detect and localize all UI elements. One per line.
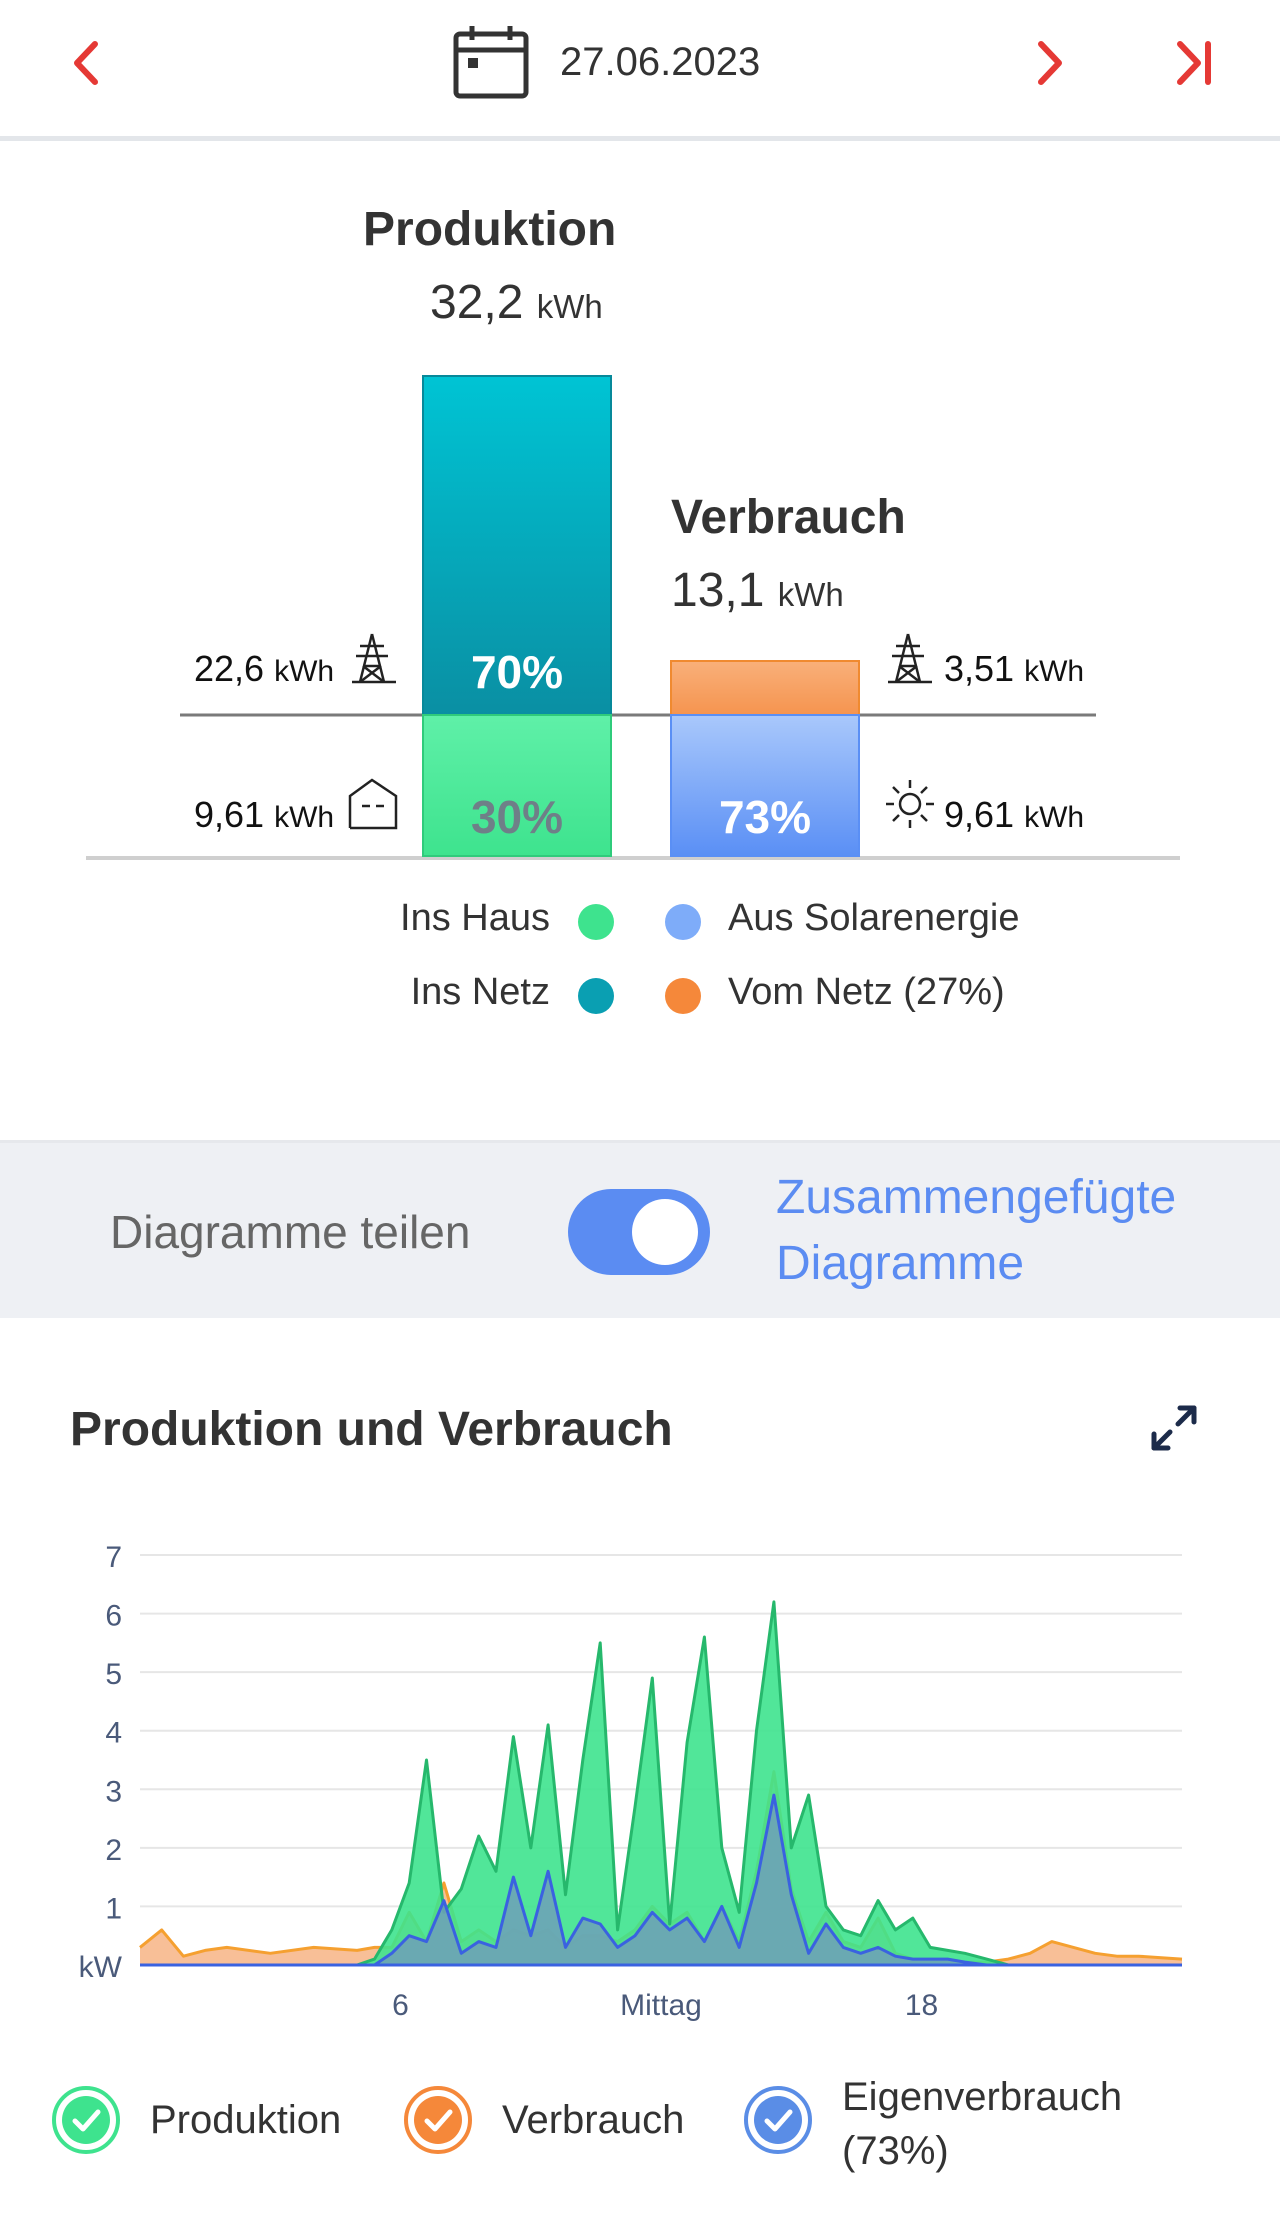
- production-to-house-bar: [422, 714, 612, 857]
- energy-balance-graphic: [86, 375, 1180, 860]
- legend-dot-solar: [665, 904, 701, 940]
- chevron-right-icon: [1038, 41, 1062, 85]
- merged-charts-label[interactable]: Zusammengefügte Diagramme: [776, 1165, 1176, 1297]
- from-solar-label: 9,61 kWh: [944, 794, 1084, 836]
- legend-solar: Aus Solarenergie: [728, 897, 1020, 939]
- date-navigation-bar: 27.06.2023: [0, 0, 1280, 141]
- to-grid-value: 22,6: [194, 648, 265, 689]
- production-to-grid-bar: [422, 375, 612, 716]
- legend-ins-netz: Ins Netz: [410, 971, 550, 1013]
- consumption-solar-percent: 73%: [718, 791, 812, 843]
- consumption-from-grid-bar: [670, 660, 860, 716]
- skip-to-end-icon: [1177, 41, 1211, 85]
- production-grid-percent: 70%: [470, 646, 564, 698]
- consumption-unit: kWh: [777, 576, 844, 613]
- check-icon: [744, 2086, 812, 2154]
- consumption-title: Verbrauch: [671, 491, 906, 544]
- from-solar-value: 9,61: [944, 794, 1015, 835]
- y-tick-label: 5: [105, 1658, 122, 1691]
- chart-axis-labels: 1 2 3 4 5 6 7 kW 6 Mittag 18: [79, 1541, 939, 2022]
- date-picker[interactable]: 27.06.2023: [452, 22, 760, 102]
- series-line-produktion: [140, 1600, 1182, 1967]
- production-unit: kWh: [536, 288, 603, 325]
- toggle-knob: [632, 1199, 698, 1265]
- from-grid-value: 3,51: [944, 648, 1015, 689]
- to-grid-unit: kWh: [274, 655, 335, 688]
- from-grid-label: 3,51 kWh: [944, 648, 1084, 690]
- production-consumption-chart: 1 2 3 4 5 6 7 kW 6 Mittag 18: [79, 1541, 1183, 2022]
- from-solar-unit: kWh: [1024, 801, 1085, 834]
- consumption-total: 13,1 kWh: [671, 563, 844, 618]
- legend-label-eigenverbrauch-line2: (73%): [842, 2129, 949, 2173]
- legend-label-produktion: Produktion: [150, 2098, 342, 2142]
- production-value: 32,2: [430, 276, 524, 329]
- merged-charts-label-line1: Zusammengefügte: [776, 1171, 1177, 1224]
- sun-icon: [886, 780, 934, 828]
- check-icon: [52, 2086, 120, 2154]
- chart-mode-toggle[interactable]: [568, 1189, 710, 1275]
- legend-dot-ins-netz: [578, 978, 614, 1014]
- production-total: 32,2 kWh: [430, 275, 603, 330]
- merged-charts-label-line2: Diagramme: [776, 1237, 1025, 1290]
- production-house-percent: 30%: [470, 791, 564, 843]
- legend-toggle-eigenverbrauch[interactable]: Eigenverbrauch (73%): [742, 2075, 1162, 2173]
- production-title: Produktion: [363, 203, 617, 256]
- expand-chart-button[interactable]: [1148, 1402, 1200, 1454]
- to-house-value: 9,61: [194, 794, 265, 835]
- chart-mode-switch-bar: Diagramme teilen Zusammengefügte Diagram…: [0, 1140, 1280, 1318]
- series-area-produktion: [140, 1601, 1182, 1965]
- split-charts-label[interactable]: Diagramme teilen: [110, 1206, 471, 1258]
- legend-ins-haus: Ins Haus: [400, 897, 550, 939]
- current-date: 27.06.2023: [560, 39, 761, 84]
- legend-dot-ins-haus: [578, 904, 614, 940]
- y-axis-unit-label: kW: [79, 1951, 123, 1984]
- last-day-button[interactable]: [1164, 30, 1224, 96]
- to-house-label: 9,61 kWh: [194, 794, 334, 836]
- x-tick-label: Mittag: [620, 1989, 702, 2022]
- calendar-icon: [453, 26, 529, 99]
- x-tick-label: 6: [392, 1989, 409, 2022]
- y-tick-label: 7: [105, 1541, 122, 1574]
- legend-label-verbrauch: Verbrauch: [502, 2098, 685, 2142]
- consumption-value: 13,1: [671, 564, 765, 617]
- chevron-left-icon: [74, 41, 98, 85]
- check-icon: [404, 2086, 472, 2154]
- series-area-eigenverbrauch: [140, 1795, 1182, 1965]
- power-pylon-icon: [888, 633, 932, 684]
- power-pylon-icon: [352, 633, 396, 684]
- legend-dot-vom-netz: [665, 978, 701, 1014]
- to-grid-label: 22,6 kWh: [194, 648, 334, 690]
- y-tick-label: 6: [105, 1600, 122, 1633]
- y-tick-label: 4: [105, 1717, 122, 1750]
- previous-day-button[interactable]: [56, 30, 116, 96]
- expand-icon: [1151, 1405, 1197, 1451]
- to-house-unit: kWh: [274, 801, 335, 834]
- legend-label-eigenverbrauch-line1: Eigenverbrauch: [842, 2075, 1123, 2119]
- y-tick-label: 1: [105, 1892, 122, 1925]
- chart-title: Produktion und Verbrauch: [70, 1403, 673, 1456]
- next-day-button[interactable]: [1020, 30, 1080, 96]
- y-tick-label: 2: [105, 1834, 122, 1867]
- legend-vom-netz: Vom Netz (27%): [728, 971, 1005, 1013]
- x-tick-label: 18: [905, 1989, 938, 2022]
- house-icon: [348, 778, 398, 830]
- y-tick-label: 3: [105, 1775, 122, 1808]
- from-grid-unit: kWh: [1024, 655, 1085, 688]
- legend-label-eigenverbrauch: Eigenverbrauch (73%): [842, 2070, 1122, 2178]
- chart-series: [139, 1600, 1183, 1967]
- consumption-from-solar-bar: [670, 714, 860, 857]
